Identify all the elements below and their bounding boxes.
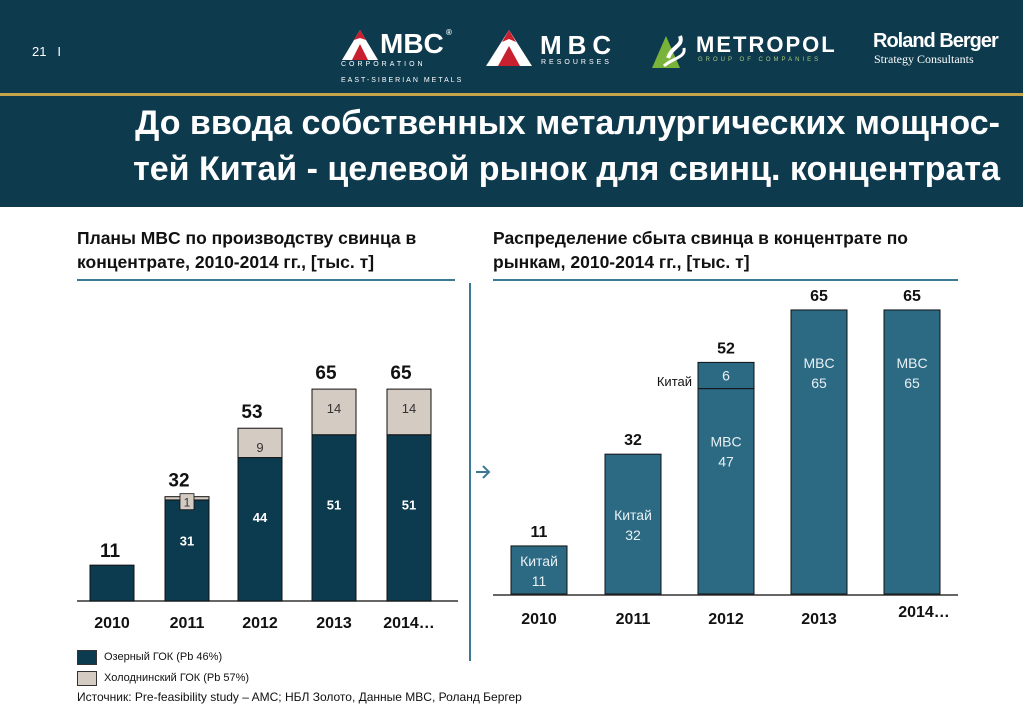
right-chart-subtitle: Распределение сбыта свинца в концентрате… [493, 228, 908, 272]
right-data-label: 65 [811, 375, 827, 391]
page-title: До ввода собственных металлургических мо… [133, 104, 1000, 188]
right-data-label: 11 [532, 573, 547, 589]
left-data-label-kholodninsky: 9 [256, 440, 263, 455]
roland-berger-sub: Strategy Consultants [874, 52, 974, 66]
arrow-right-icon [476, 465, 491, 479]
registered-mark: ® [446, 28, 452, 37]
left-stacked-bar-chart: 11 2010 31 1 32 2011 44 9 53 2012 51 14 65 2013 51 14 65… [77, 363, 458, 632]
left-x-tick-label: 2012 [242, 615, 278, 632]
right-bar-segment [697, 388, 755, 595]
mbc-corporation-sub2: EAST-SIBERIAN METALS [341, 77, 464, 84]
right-stacked-bar-chart: Китай 11 11 2010 Китай 32 32 2011 MBC 47 6 52 2012 MB… [493, 288, 958, 628]
right-x-tick-label: 2013 [801, 611, 837, 628]
right-x-tick-label: 2010 [521, 611, 557, 628]
left-data-label-ozerny: 51 [327, 498, 341, 513]
right-total-label: 52 [717, 340, 735, 357]
right-data-label: 6 [722, 368, 730, 384]
right-data-label: 65 [904, 375, 920, 391]
legend-label-ozerny: Озерный ГОК (Pb 46%) [104, 651, 223, 663]
right-x-tick-label: 2011 [616, 611, 651, 628]
right-data-label: 47 [718, 454, 734, 470]
metropol-sub: GROUP OF COMPANIES [698, 57, 822, 63]
mbc-resources-logo-icon [486, 30, 532, 66]
left-total-label: 65 [315, 363, 337, 384]
right-data-label: MBC [803, 355, 834, 371]
legend-swatch-ozerny [77, 650, 97, 665]
left-bar-kholodninsky [237, 427, 283, 459]
legend-label-kholodninsky: Холоднинский ГОК (Pb 57%) [104, 672, 250, 684]
right-subtitle-rule [493, 279, 958, 281]
left-x-tick-label: 2010 [94, 615, 130, 632]
left-x-tick-label: 2014… [383, 615, 435, 632]
mbc-resources-name: MBC [540, 30, 618, 60]
mbc-resources-sub: RESOURSES [541, 59, 612, 66]
right-total-label: 11 [531, 524, 548, 541]
right-bar-segment [790, 309, 848, 595]
source-note: Источник: Pre-feasibility study – AMC; Н… [77, 690, 522, 704]
left-bar-ozerny [164, 499, 210, 602]
mbc-corporation-sub: CORPORATION [341, 61, 426, 68]
left-bar-ozerny [311, 434, 357, 602]
left-total-label: 11 [100, 541, 121, 562]
right-annotation-china: Китай [657, 374, 692, 389]
left-x-tick-label: 2011 [170, 615, 205, 632]
left-subtitle-rule [77, 279, 455, 281]
left-data-label-ozerny: 51 [402, 498, 416, 513]
right-data-label: MBC [710, 434, 741, 450]
left-x-tick-label: 2013 [316, 615, 352, 632]
left-data-label-ozerny: 31 [180, 533, 194, 548]
legend-swatch-kholodninsky [77, 671, 97, 686]
mbc-corporation-logo-icon [342, 30, 378, 60]
left-total-label: 65 [390, 363, 412, 384]
right-total-label: 32 [624, 432, 642, 449]
right-x-tick-label: 2014… [898, 604, 950, 621]
left-bar-ozerny [237, 457, 283, 602]
right-data-label: MBC [896, 355, 927, 371]
right-x-tick-label: 2012 [708, 611, 744, 628]
left-total-label: 53 [241, 402, 262, 423]
vertical-divider [469, 283, 471, 661]
right-data-label: Китай [520, 553, 558, 569]
right-total-label: 65 [903, 288, 921, 305]
right-total-label: 65 [810, 288, 828, 305]
header-divider [0, 93, 1023, 96]
metropol-name: METROPOL [696, 32, 837, 57]
left-chart-subtitle: Планы MBC по производству свинца в конце… [77, 228, 417, 272]
left-bar-ozerny [386, 434, 432, 602]
left-bar-kholodninsky [386, 388, 432, 436]
left-data-label-ozerny: 44 [253, 510, 268, 525]
roland-berger-name: Roland Berger [873, 30, 999, 52]
left-data-label-kholodninsky: 14 [402, 401, 416, 416]
left-data-label-kholodninsky: 14 [327, 401, 341, 416]
right-data-label: 32 [625, 527, 641, 543]
right-bar-segment [510, 545, 568, 595]
right-bar-segment [697, 361, 755, 390]
metropol-logo-icon [652, 35, 686, 68]
left-total-label: 32 [168, 471, 189, 492]
right-bar-segment [883, 309, 941, 595]
right-bar-segment [604, 453, 662, 595]
left-bar-kholodninsky [311, 388, 357, 436]
mbc-corporation-name: MBC [380, 28, 444, 59]
left-small-label-box [179, 493, 195, 511]
left-data-label-kholodninsky: 1 [184, 496, 191, 510]
page-number: 21 I [32, 44, 61, 59]
right-data-label: Китай [614, 507, 652, 523]
left-bar-ozerny [89, 564, 135, 602]
